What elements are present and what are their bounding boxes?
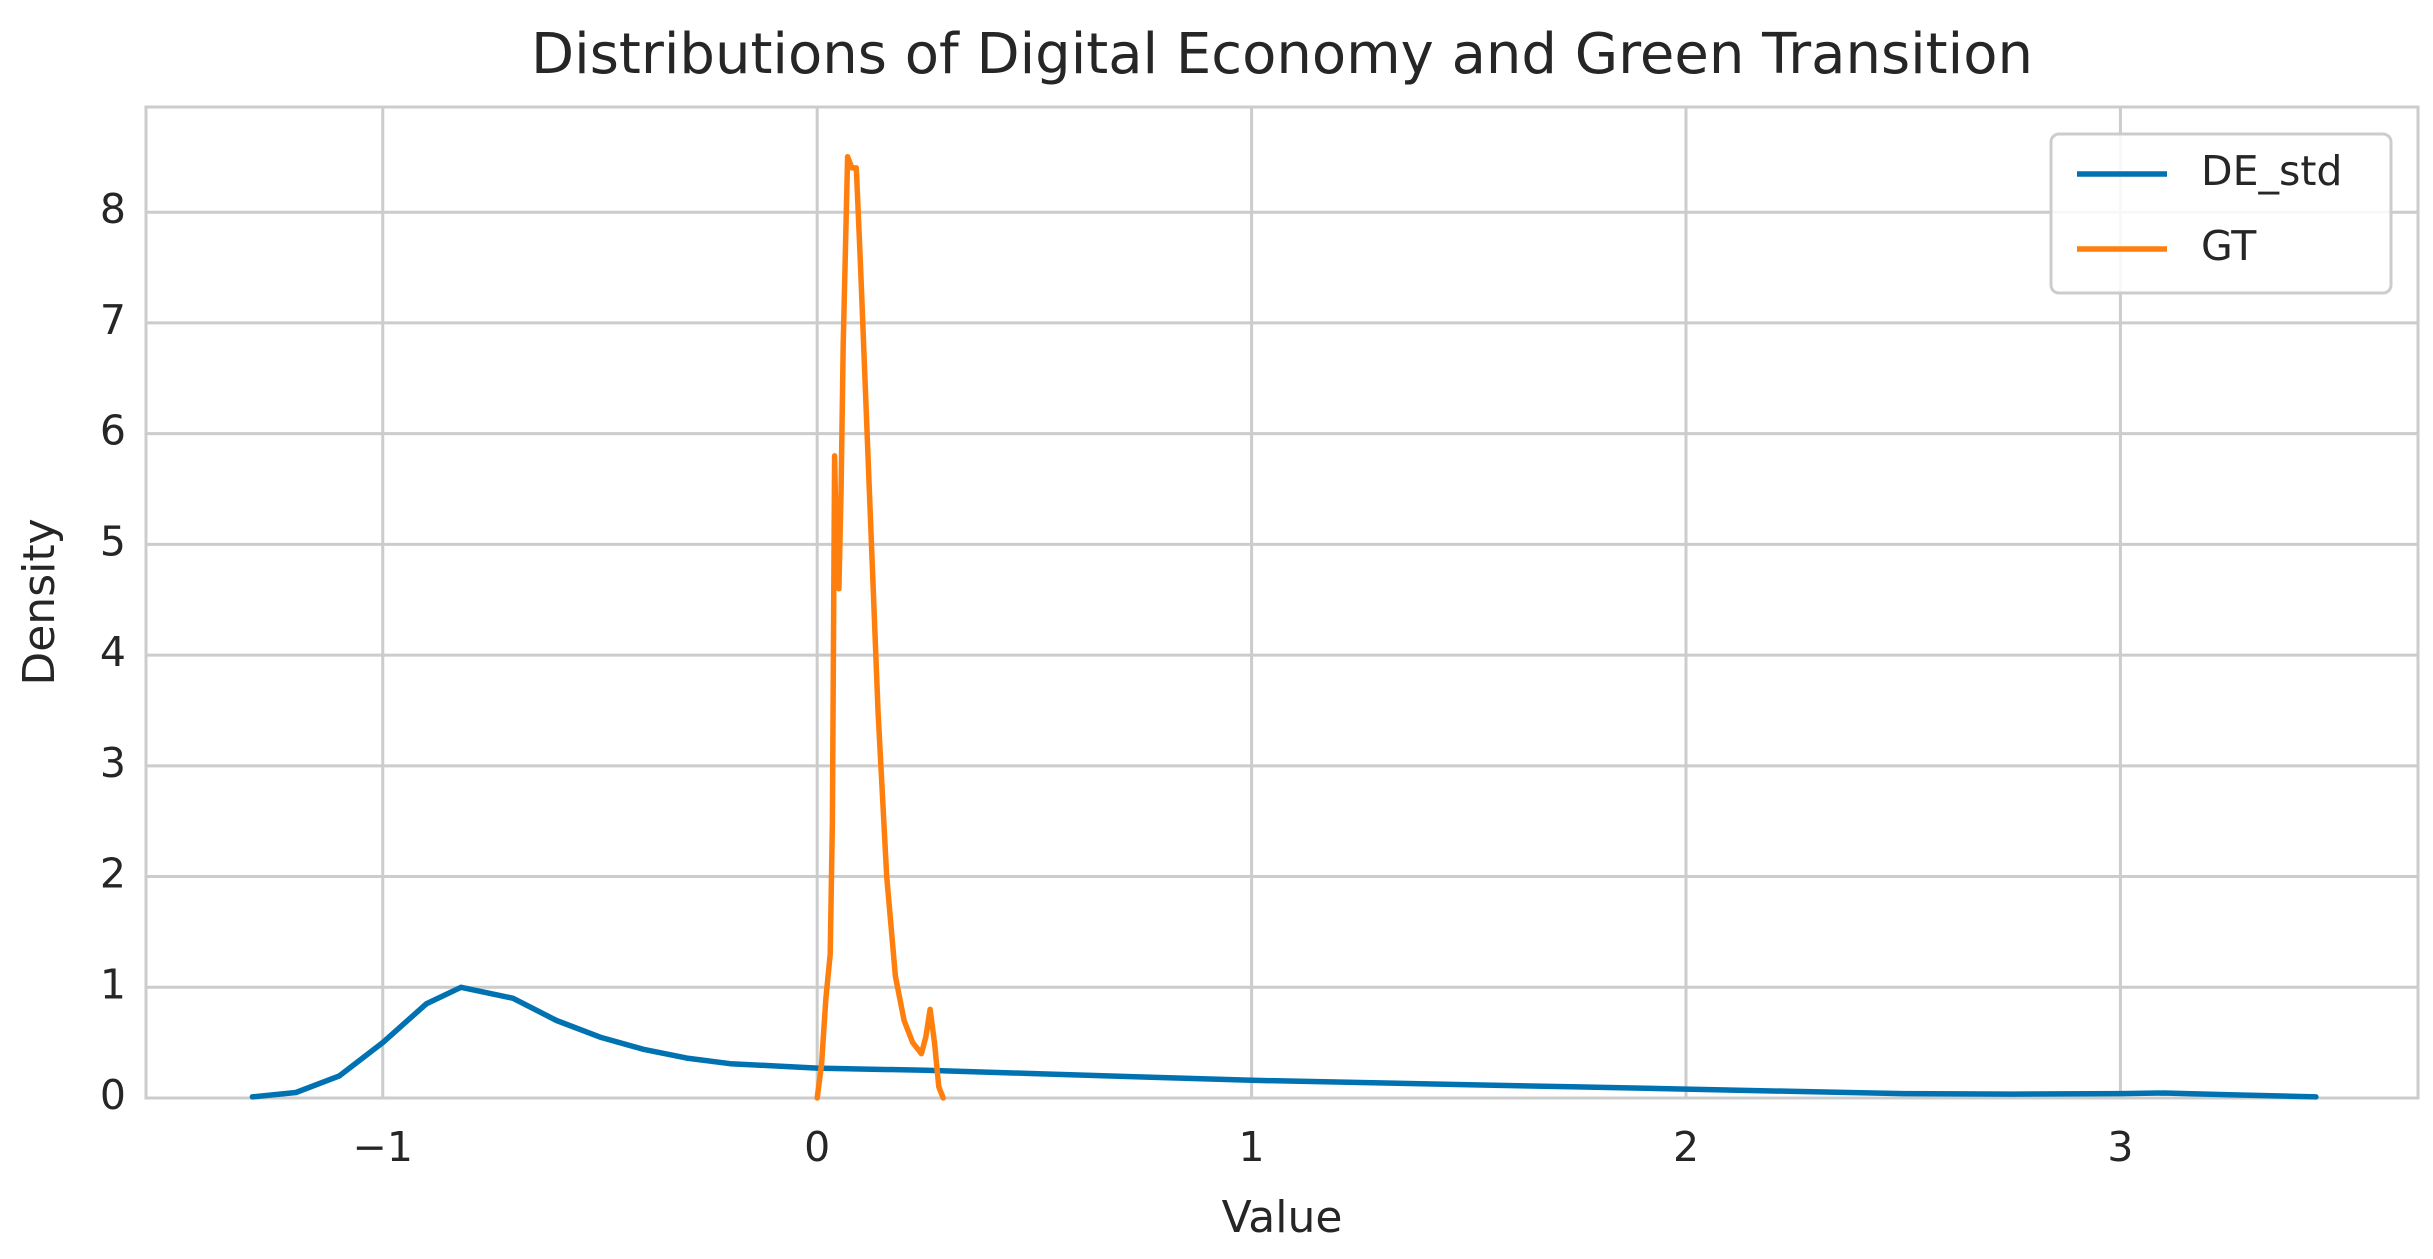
y-tick-label: 1 (100, 960, 126, 1008)
x-tick-label: −1 (353, 1123, 413, 1171)
y-tick-label: 3 (100, 739, 126, 787)
y-tick-label: 0 (100, 1071, 126, 1119)
y-tick-label: 2 (100, 850, 126, 898)
y-tick-label: 4 (100, 628, 126, 676)
legend-label: DE_std (2201, 147, 2342, 195)
line (814, 154, 946, 1101)
legend-label: GT (2201, 222, 2257, 270)
x-tick-label: 0 (804, 1123, 830, 1171)
y-axis-label: Density (14, 518, 65, 685)
y-tick-label: 5 (100, 517, 126, 565)
y-tick-label: 6 (100, 407, 126, 455)
plot-frame (144, 105, 2420, 1100)
x-tick-label: 2 (1673, 1123, 1699, 1171)
x-tick-label: 1 (1239, 1123, 1265, 1171)
y-tick-label: 8 (100, 185, 126, 233)
chart-title: Distributions of Digital Economy and Gre… (531, 22, 2033, 87)
line (249, 984, 2319, 1100)
y-tick-label: 7 (100, 296, 126, 344)
x-tick-label: 3 (2107, 1123, 2133, 1171)
x-axis-label: Value (1222, 1192, 1343, 1243)
